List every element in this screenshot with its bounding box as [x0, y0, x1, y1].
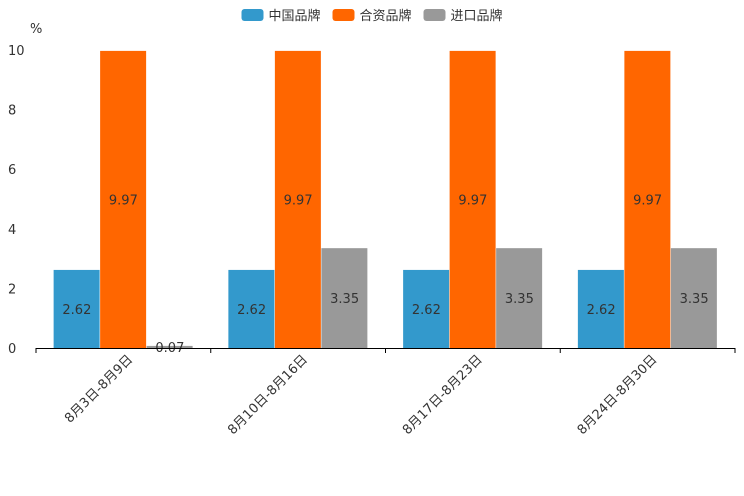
x-axis-ticks [35, 348, 736, 353]
bar-data-label: 9.97 [284, 193, 313, 208]
bar [146, 345, 193, 348]
bar [100, 50, 147, 348]
bar [670, 248, 717, 348]
bar-data-label: 2.62 [62, 303, 91, 318]
legend-label: 进口品牌 [451, 8, 503, 24]
bar [274, 50, 321, 348]
x-axis-labels: 8月3日-8月9日 8月10日-8月16日 8月17日-8月23日 8月24日-8月3… [62, 352, 660, 438]
y-tick-label: 0 [8, 342, 16, 357]
x-tick-label: 8月10日-8月16日 [225, 352, 311, 438]
bar [321, 248, 368, 348]
bar-data-label: 9.97 [458, 193, 487, 208]
bar-data-label: 3.35 [330, 292, 359, 307]
legend-swatch [332, 9, 355, 21]
x-tick-label: 8月24日-8月30日 [575, 352, 661, 438]
bar [496, 248, 543, 348]
y-axis-ticks: 0 2 4 6 8 10 [8, 44, 25, 357]
bar [624, 50, 671, 348]
x-tick-label: 8月17日-8月23日 [400, 352, 486, 438]
bar [449, 50, 496, 348]
bar-data-label: 9.97 [109, 193, 138, 208]
bar [403, 269, 450, 348]
x-tick-label: 8月3日-8月9日 [62, 352, 136, 426]
bar-data-label: 9.97 [633, 193, 662, 208]
bar [53, 269, 100, 348]
y-tick-label: 8 [8, 104, 16, 119]
y-tick-label: 2 [8, 282, 16, 297]
bar [577, 269, 624, 348]
legend-swatch [423, 9, 446, 21]
bar-data-label: 3.35 [680, 292, 709, 307]
legend-label: 合资品牌 [360, 8, 412, 24]
y-tick-label: 4 [8, 223, 16, 238]
bar-data-label: 2.62 [412, 303, 441, 318]
y-tick-label: 6 [8, 163, 16, 178]
bar-data-labels: 2.629.970.072.629.973.352.629.973.352.62… [62, 193, 708, 356]
bars [53, 50, 717, 348]
legend-label: 中国品牌 [269, 8, 321, 24]
bar-data-label: 3.35 [505, 292, 534, 307]
bar-data-label: 2.62 [237, 303, 266, 318]
legend-swatch [241, 9, 264, 21]
y-tick-label: 10 [8, 44, 25, 59]
bar [228, 269, 275, 348]
legend: 中国品牌 合资品牌 进口品牌 [241, 8, 503, 24]
y-axis-unit-label: % [30, 22, 42, 37]
bar-data-label: 2.62 [587, 303, 616, 318]
